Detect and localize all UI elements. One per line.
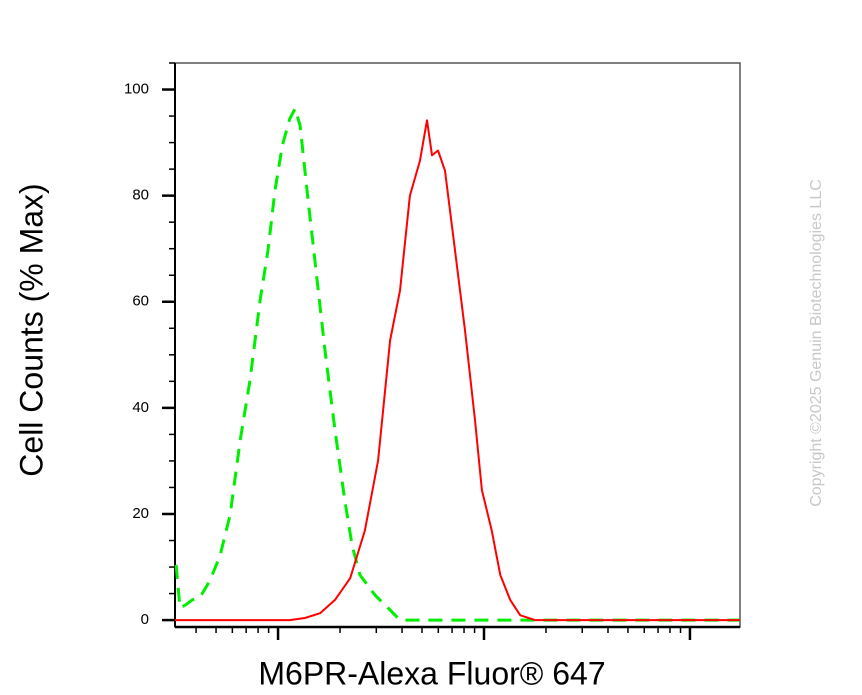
y-tick-label: 80 [132, 187, 149, 204]
y-tick-label: 0 [141, 611, 149, 628]
histogram-curve [174, 107, 740, 622]
histogram-curve [175, 119, 740, 622]
y-tick-label: 20 [132, 505, 149, 522]
watermark: Copyright ©2025 Genuin Biotechnologies L… [808, 179, 825, 507]
y-tick-label: 100 [124, 80, 149, 97]
y-axis-title: Cell Counts (% Max) [13, 183, 49, 476]
y-tick-label: 60 [132, 293, 149, 310]
plot-frame [174, 62, 741, 628]
y-tick-label: 40 [132, 399, 149, 416]
x-axis-title: M6PR-Alexa Fluor® 647 [258, 655, 605, 691]
